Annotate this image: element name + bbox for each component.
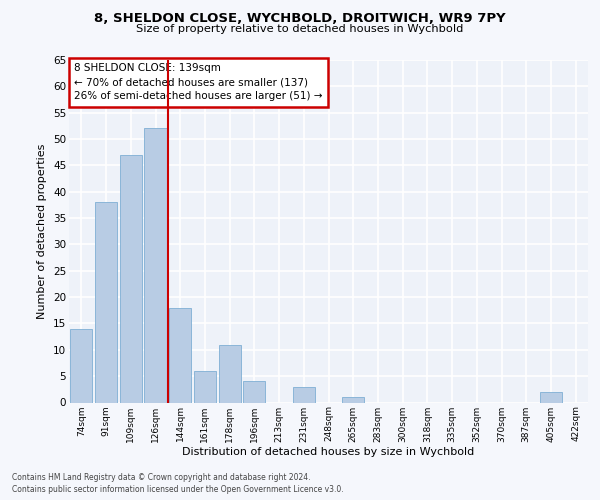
Bar xyxy=(243,382,265,402)
Bar xyxy=(194,371,216,402)
Text: 8 SHELDON CLOSE: 139sqm
← 70% of detached houses are smaller (137)
26% of semi-d: 8 SHELDON CLOSE: 139sqm ← 70% of detache… xyxy=(74,64,323,102)
Bar xyxy=(95,202,117,402)
Bar xyxy=(218,344,241,403)
Bar xyxy=(169,308,191,402)
Bar xyxy=(342,397,364,402)
Bar xyxy=(119,155,142,402)
Bar xyxy=(70,328,92,402)
Bar xyxy=(293,386,315,402)
Text: Size of property relative to detached houses in Wychbold: Size of property relative to detached ho… xyxy=(136,24,464,34)
Bar xyxy=(145,128,167,402)
Text: 8, SHELDON CLOSE, WYCHBOLD, DROITWICH, WR9 7PY: 8, SHELDON CLOSE, WYCHBOLD, DROITWICH, W… xyxy=(94,12,506,26)
Text: Contains public sector information licensed under the Open Government Licence v3: Contains public sector information licen… xyxy=(12,485,344,494)
Bar xyxy=(540,392,562,402)
Text: Contains HM Land Registry data © Crown copyright and database right 2024.: Contains HM Land Registry data © Crown c… xyxy=(12,472,311,482)
Y-axis label: Number of detached properties: Number of detached properties xyxy=(37,144,47,319)
X-axis label: Distribution of detached houses by size in Wychbold: Distribution of detached houses by size … xyxy=(182,447,475,457)
